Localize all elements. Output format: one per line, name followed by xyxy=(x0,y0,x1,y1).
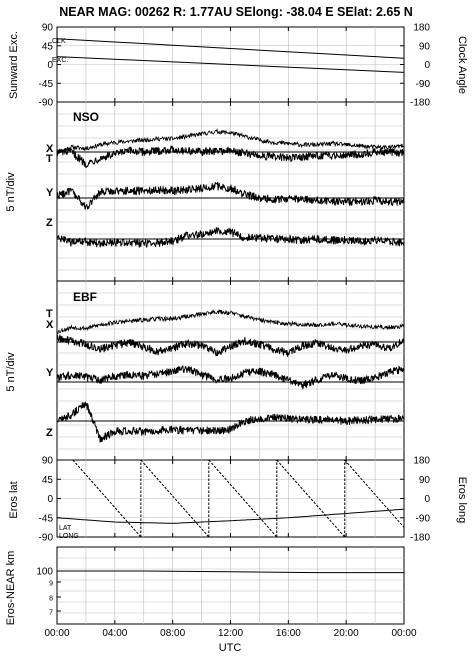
nso-label-z: Z xyxy=(46,217,53,229)
nso-series-t xyxy=(56,128,405,155)
nso-label-x: X xyxy=(46,143,54,155)
y-tick-label-left-eros: 90 xyxy=(42,456,54,467)
eros-series-long-ramp xyxy=(276,459,346,538)
y-tick-label-right-eros: -180 xyxy=(410,533,430,544)
nso-series-y xyxy=(56,182,405,210)
nso-series-x xyxy=(56,145,405,168)
distance-series xyxy=(57,570,404,574)
x-tick-label: 12:00 xyxy=(218,628,243,639)
series-label-clk: CLK xyxy=(52,38,66,45)
y-tick-label-left-eros: -45 xyxy=(39,513,54,524)
x-tick-label: 00:00 xyxy=(44,628,69,639)
series-label-lat: LAT xyxy=(59,525,72,532)
y-tick-label-right-ang: -180 xyxy=(410,98,430,109)
y-tick-label-right-ang: 90 xyxy=(419,41,431,52)
series-label-exc: EXC. xyxy=(52,57,68,64)
y-tick-label-right-ang: 180 xyxy=(413,23,430,34)
y-label-eros-long: Eros long xyxy=(456,477,468,523)
y-tick-label-left-ang: 0 xyxy=(47,60,53,71)
ebf-series-y xyxy=(56,365,405,390)
ebf-series-z xyxy=(56,401,405,443)
ebf-label-z: Z xyxy=(46,427,53,439)
angles-series-clk xyxy=(56,38,405,59)
series-label-long: LONG xyxy=(59,533,79,540)
y-label-clock-angle: Clock Angle xyxy=(456,36,468,94)
y-tick-label-left-ang: -45 xyxy=(39,79,54,90)
nso-label-t: T xyxy=(46,153,53,165)
y-label-sunward-exc: Sunward Exc. xyxy=(8,31,20,99)
y-tick-label-left-eros: 0 xyxy=(47,494,53,505)
y-tick-label-left-eros: -90 xyxy=(39,533,54,544)
y-tick-label-right-eros: 0 xyxy=(424,494,430,505)
x-tick-label: 16:00 xyxy=(276,628,301,639)
nso-series-z xyxy=(56,227,405,248)
axis-ticks: 00:00 04:00 08:00 12:00 16:00 20:00 00:0090450… xyxy=(36,23,430,640)
data-traces xyxy=(56,38,405,574)
x-tick-label: 08:00 xyxy=(160,628,185,639)
y-tick-label-left-ang: -90 xyxy=(39,98,54,109)
nso-panel-label: NSO xyxy=(73,110,99,124)
y-label-nso-scale: 5 nT/div xyxy=(5,172,17,212)
angles-series-exc xyxy=(56,56,405,73)
y-tick-label-right-eros: -90 xyxy=(416,513,431,524)
figure-title: NEAR MAG: 00262 R: 1.77AU SElong: -38.04… xyxy=(59,5,413,19)
eros-series-lat xyxy=(56,508,405,524)
nso-label-y: Y xyxy=(46,187,54,199)
ebf-label-y: Y xyxy=(46,367,54,379)
ebf-label-x: X xyxy=(46,319,54,331)
ebf-series-x xyxy=(56,334,405,357)
eros-series-long-ramp xyxy=(140,459,210,538)
eros-series-long-ramp xyxy=(72,459,142,538)
y-tick-label-right-ang: -90 xyxy=(416,79,431,90)
x-axis-label: UTC xyxy=(219,642,242,654)
y-label-eros-lat: Eros lat xyxy=(8,481,20,518)
y-label-eros-near-km: Eros-NEAR km xyxy=(5,551,17,626)
distance-y-tick-label: 100 xyxy=(36,567,53,578)
y-label-ebf-scale: 5 nT/div xyxy=(5,352,17,392)
distance-y-tick-label: 8 xyxy=(49,596,53,603)
ebf-panel-label: EBF xyxy=(73,290,97,304)
x-tick-label: 00:00 xyxy=(391,628,416,639)
y-tick-label-right-eros: 90 xyxy=(419,475,431,486)
y-tick-label-left-ang: 45 xyxy=(42,41,54,52)
distance-y-tick-label: 9 xyxy=(49,581,53,588)
eros-series-long-ramp xyxy=(344,459,405,528)
x-tick-label: 04:00 xyxy=(102,628,127,639)
y-tick-label-left-eros: 45 xyxy=(42,475,54,486)
x-tick-label: 20:00 xyxy=(334,628,359,639)
y-tick-label-left-ang: 90 xyxy=(42,23,54,34)
distance-y-tick-label: 7 xyxy=(49,610,53,617)
y-tick-label-right-eros: 180 xyxy=(413,456,430,467)
y-tick-label-right-ang: 0 xyxy=(424,60,430,71)
eros-series-long-ramp xyxy=(208,459,278,538)
ebf-series-t xyxy=(56,309,405,335)
ebf-label-t: T xyxy=(46,308,53,320)
